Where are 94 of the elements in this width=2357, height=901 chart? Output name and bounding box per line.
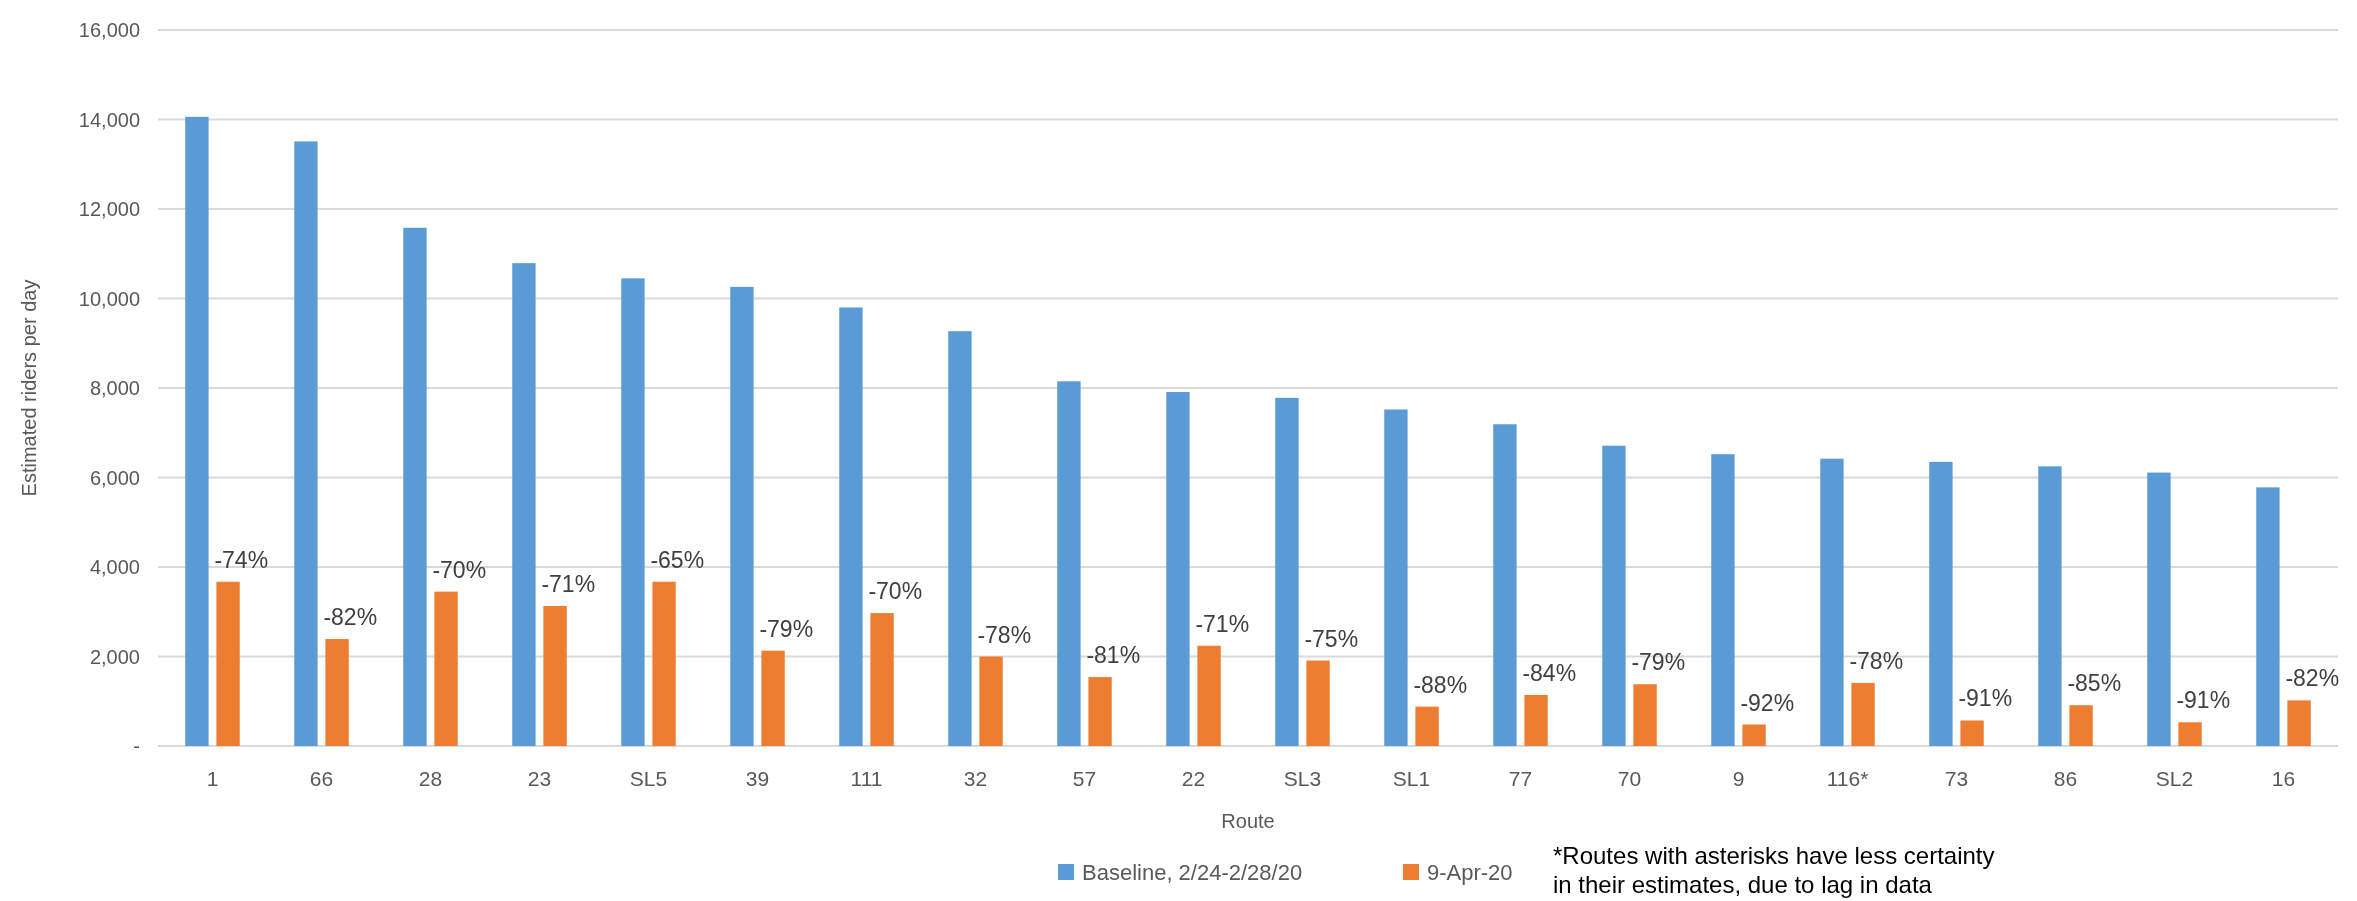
x-tick-label: 9 [1732, 767, 1745, 790]
x-tick-label: SL2 [2155, 767, 2194, 790]
annotation: -71% [541, 570, 596, 597]
annotation: -92% [1740, 689, 1795, 716]
bar [1633, 684, 1657, 746]
bar [1602, 445, 1626, 746]
bar [2038, 466, 2062, 746]
x-axis-title: Route [1221, 810, 1275, 832]
bar [1197, 645, 1221, 746]
bar [1057, 381, 1081, 746]
y-axis-title: Estimated riders per day [18, 279, 40, 497]
x-tick-label: 39 [745, 767, 770, 790]
bar [1306, 660, 1330, 746]
y-tick-label: 16,000 [78, 19, 140, 41]
bar [1960, 720, 1984, 746]
annotation: -82% [323, 604, 378, 631]
annotation: -65% [650, 546, 705, 573]
bar [2147, 472, 2171, 746]
annotation: -82% [2285, 665, 2340, 692]
bar [543, 605, 567, 746]
bar [652, 581, 676, 746]
annotation: -79% [1631, 649, 1686, 676]
x-tick-label: 28 [418, 767, 443, 790]
bar [870, 613, 894, 746]
bar [1929, 461, 1953, 746]
bar [621, 278, 645, 746]
x-tick-label: SL1 [1392, 767, 1431, 790]
x-tick-label: 22 [1181, 767, 1206, 790]
x-tick-label: 70 [1617, 767, 1642, 790]
y-tick-label: 12,000 [78, 198, 140, 220]
bar [839, 307, 863, 746]
bar [434, 591, 458, 746]
bar [1384, 409, 1408, 746]
annotation: -84% [1522, 659, 1577, 686]
x-tick-label: 86 [2053, 767, 2078, 790]
annotation: -91% [1958, 685, 2013, 712]
annotation: -70% [432, 556, 487, 583]
x-tick-label: 116* [1826, 767, 1869, 790]
bar [185, 116, 209, 746]
x-tick-label: SL3 [1283, 767, 1322, 790]
x-tick-label: SL5 [629, 767, 668, 790]
annotation: -71% [1195, 610, 1250, 637]
bar [512, 263, 536, 746]
x-tick-label: 77 [1508, 767, 1533, 790]
bar [325, 639, 349, 746]
bar [761, 650, 785, 746]
bar [1851, 682, 1875, 746]
x-tick-label: 16 [2271, 767, 2296, 790]
bar [1275, 397, 1299, 746]
y-tick-label: 4,000 [89, 556, 140, 578]
bar [294, 141, 318, 746]
y-tick-label: 8,000 [89, 377, 140, 399]
annotation: -88% [1413, 671, 1468, 698]
annotation: -81% [1086, 642, 1141, 669]
legend-label: Baseline, 2/24-2/28/20 [1082, 860, 1303, 885]
bar [1493, 424, 1517, 746]
bar [1711, 454, 1735, 746]
annotation: -75% [1304, 625, 1359, 652]
bar [2178, 722, 2202, 746]
annotation: -79% [759, 615, 814, 642]
bar [730, 286, 754, 746]
legend-label: 9-Apr-20 [1427, 860, 1513, 885]
text: *Routes with asterisks have less certainty in their estimates, due to lag in data [1553, 842, 1995, 898]
x-tick-label: 57 [1072, 767, 1097, 790]
bar [1820, 458, 1844, 746]
y-tick-label: 10,000 [78, 287, 140, 310]
annotation: -78% [1849, 647, 1904, 674]
annotation: -91% [2176, 687, 2231, 714]
annotation: -74% [214, 546, 269, 573]
bar [1524, 694, 1548, 746]
bar [1742, 724, 1766, 746]
bar [948, 331, 972, 746]
x-tick-label: 23 [527, 767, 552, 790]
bar [403, 227, 427, 746]
x-tick-label: 1 [206, 767, 219, 790]
bar [2287, 700, 2311, 746]
y-tick-label: 6,000 [89, 466, 140, 489]
x-tick-label: 66 [309, 767, 334, 790]
y-tick-label: 14,000 [78, 108, 140, 131]
x-tick-label: 32 [963, 767, 988, 790]
bar [216, 581, 240, 746]
x-tick-label: 73 [1944, 767, 1969, 790]
bar [2256, 487, 2280, 746]
annotation: -78% [977, 621, 1032, 648]
bar [1166, 392, 1190, 746]
annotation: -85% [2067, 670, 2122, 697]
bar [2069, 705, 2093, 746]
y-tick-label: 2,000 [89, 645, 140, 668]
bar [1088, 677, 1112, 746]
annotation: -70% [868, 578, 923, 605]
bar [979, 656, 1003, 746]
y-tick-label: - [133, 735, 140, 757]
x-tick-label: 111 [850, 767, 883, 790]
bar [1415, 706, 1439, 746]
